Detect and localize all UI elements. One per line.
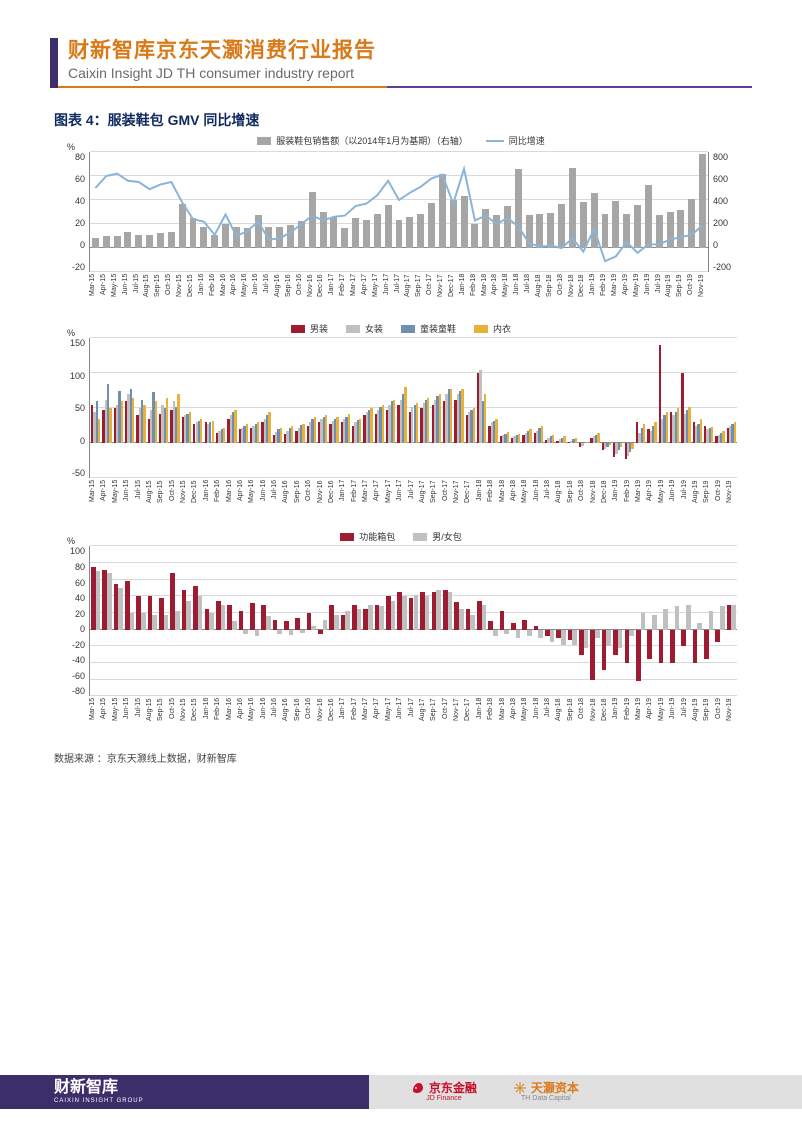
chart-apparel-categories: 男装女装童装童鞋内衣%150100500-50Mar-15Apr-15May-1…	[51, 322, 751, 522]
legend-item: 同比增速	[486, 134, 545, 147]
header-title-en: Caixin Insight JD TH consumer industry r…	[68, 64, 752, 82]
footer-right-block: 京东金融 JD Finance 天灏资本 TH Data Capital	[369, 1075, 802, 1109]
legend-item: 服装鞋包销售额（以2014年1月为基期）（右轴）	[257, 134, 468, 147]
th-logo-en: TH Data Capital	[521, 1095, 571, 1103]
chart-legend: 功能箱包 男/女包	[51, 530, 751, 543]
jd-dog-icon	[411, 1081, 425, 1095]
chart-bags-categories: 功能箱包男/女包%100806040200-20-40-60-80Mar-15A…	[51, 530, 751, 740]
legend-item: 童装童鞋	[401, 322, 456, 335]
jd-logo-en: JD Finance	[426, 1095, 461, 1103]
legend-item: 女装	[346, 322, 383, 335]
header-title-cn: 财新智库京东天灏消费行业报告	[68, 38, 752, 64]
th-data-logo: 天灏资本 TH Data Capital	[513, 1081, 579, 1103]
legend-item: 男/女包	[413, 530, 462, 543]
caixin-logo: 财新智库 CAIXIN INSIGHT GROUP	[54, 1080, 144, 1104]
jd-finance-logo: 京东金融 JD Finance	[411, 1081, 477, 1103]
chart-legend: 服装鞋包销售额（以2014年1月为基期）（右轴） 同比增速	[51, 134, 751, 147]
report-header: 财新智库京东天灏消费行业报告 Caixin Insight JD TH cons…	[50, 38, 752, 88]
figure-title: 图表 4：服装鞋包 GMV 同比增速	[54, 110, 752, 130]
chart-legend: 男装 女装 童装童鞋 内衣	[51, 322, 751, 335]
legend-item: 内衣	[474, 322, 511, 335]
caixin-logo-cn: 财新智库	[54, 1080, 144, 1096]
data-source: 数据来源 ：京东天灏线上数据，财新智库	[54, 750, 752, 765]
chart-gmv-yoy: 服装鞋包销售额（以2014年1月为基期）（右轴）同比增速%806040200-2…	[51, 134, 751, 314]
header-underline	[50, 86, 752, 88]
legend-item: 功能箱包	[340, 530, 395, 543]
header-accent-bar	[50, 38, 58, 88]
jd-logo-cn: 京东金融	[429, 1082, 477, 1095]
th-logo-cn: 天灏资本	[531, 1082, 579, 1095]
th-burst-icon	[513, 1081, 527, 1095]
caixin-logo-en: CAIXIN INSIGHT GROUP	[54, 1098, 144, 1104]
legend-item: 男装	[291, 322, 328, 335]
footer-left-block: 财新智库 CAIXIN INSIGHT GROUP	[0, 1075, 369, 1109]
page-footer: 财新智库 CAIXIN INSIGHT GROUP 京东金融 JD Financ…	[0, 1075, 802, 1109]
